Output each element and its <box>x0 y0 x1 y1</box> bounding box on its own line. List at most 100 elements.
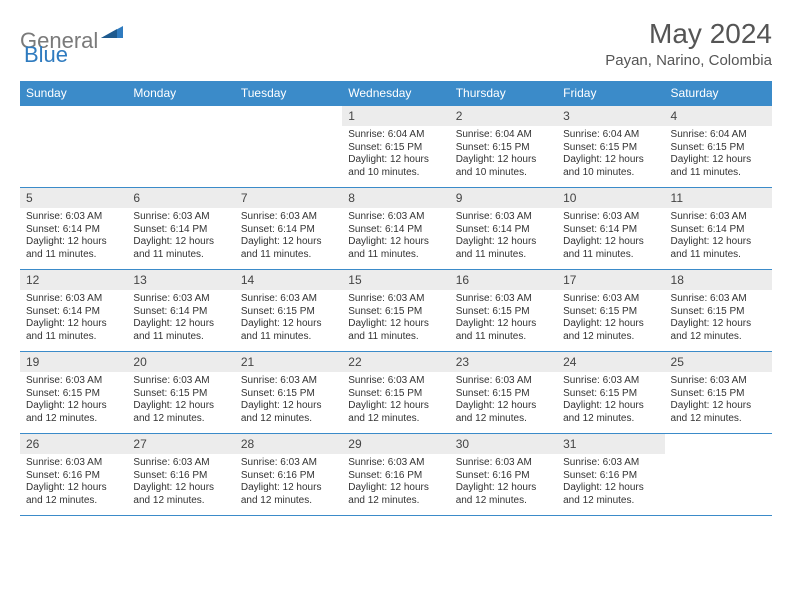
sunset-line: Sunset: 6:15 PM <box>563 306 637 317</box>
sunrise-line: Sunrise: 6:04 AM <box>456 129 532 140</box>
day-number: 10 <box>557 188 664 208</box>
daylight-line: Daylight: 12 hours and 11 minutes. <box>133 236 214 260</box>
sunset-line: Sunset: 6:15 PM <box>348 306 422 317</box>
sunset-line: Sunset: 6:15 PM <box>671 306 745 317</box>
sunset-line: Sunset: 6:16 PM <box>26 470 100 481</box>
calendar-cell: 24Sunrise: 6:03 AMSunset: 6:15 PMDayligh… <box>557 352 664 434</box>
day-content: Sunrise: 6:03 AMSunset: 6:15 PMDaylight:… <box>20 372 127 429</box>
weekday-header: Thursday <box>450 81 557 106</box>
day-number: 13 <box>127 270 234 290</box>
header: General May 2024 Payan, Narino, Colombia <box>20 18 772 69</box>
calendar-cell: 20Sunrise: 6:03 AMSunset: 6:15 PMDayligh… <box>127 352 234 434</box>
day-content: Sunrise: 6:03 AMSunset: 6:15 PMDaylight:… <box>557 372 664 429</box>
day-content: Sunrise: 6:03 AMSunset: 6:15 PMDaylight:… <box>342 290 449 347</box>
day-content: Sunrise: 6:03 AMSunset: 6:14 PMDaylight:… <box>557 208 664 265</box>
day-content: Sunrise: 6:04 AMSunset: 6:15 PMDaylight:… <box>342 126 449 183</box>
sunset-line: Sunset: 6:16 PM <box>456 470 530 481</box>
day-content: Sunrise: 6:03 AMSunset: 6:14 PMDaylight:… <box>20 208 127 265</box>
calendar-cell: 23Sunrise: 6:03 AMSunset: 6:15 PMDayligh… <box>450 352 557 434</box>
calendar-table: SundayMondayTuesdayWednesdayThursdayFrid… <box>20 81 772 516</box>
calendar-cell: 26Sunrise: 6:03 AMSunset: 6:16 PMDayligh… <box>20 434 127 516</box>
day-number: 21 <box>235 352 342 372</box>
day-number: 26 <box>20 434 127 454</box>
daylight-line: Daylight: 12 hours and 12 minutes. <box>241 400 322 424</box>
sunset-line: Sunset: 6:14 PM <box>456 224 530 235</box>
calendar-cell: 7Sunrise: 6:03 AMSunset: 6:14 PMDaylight… <box>235 188 342 270</box>
sunset-line: Sunset: 6:14 PM <box>133 224 207 235</box>
calendar-row: 1Sunrise: 6:04 AMSunset: 6:15 PMDaylight… <box>20 106 772 188</box>
calendar-row: 5Sunrise: 6:03 AMSunset: 6:14 PMDaylight… <box>20 188 772 270</box>
day-content: Sunrise: 6:03 AMSunset: 6:14 PMDaylight:… <box>20 290 127 347</box>
daylight-line: Daylight: 12 hours and 11 minutes. <box>133 318 214 342</box>
day-content: Sunrise: 6:03 AMSunset: 6:14 PMDaylight:… <box>450 208 557 265</box>
brand-part2: Blue <box>24 42 68 67</box>
sunset-line: Sunset: 6:15 PM <box>241 306 315 317</box>
sunset-line: Sunset: 6:16 PM <box>348 470 422 481</box>
sunrise-line: Sunrise: 6:03 AM <box>456 211 532 222</box>
sunset-line: Sunset: 6:14 PM <box>26 306 100 317</box>
sunrise-line: Sunrise: 6:03 AM <box>456 293 532 304</box>
daylight-line: Daylight: 12 hours and 10 minutes. <box>456 154 537 178</box>
calendar-cell: 11Sunrise: 6:03 AMSunset: 6:14 PMDayligh… <box>665 188 772 270</box>
calendar-cell-empty <box>20 106 127 188</box>
daylight-line: Daylight: 12 hours and 11 minutes. <box>348 318 429 342</box>
day-content: Sunrise: 6:03 AMSunset: 6:15 PMDaylight:… <box>450 290 557 347</box>
sunset-line: Sunset: 6:16 PM <box>563 470 637 481</box>
day-number: 1 <box>342 106 449 126</box>
weekday-header: Monday <box>127 81 234 106</box>
weekday-header: Sunday <box>20 81 127 106</box>
day-number: 30 <box>450 434 557 454</box>
flag-icon <box>101 24 123 43</box>
calendar-row: 19Sunrise: 6:03 AMSunset: 6:15 PMDayligh… <box>20 352 772 434</box>
sunrise-line: Sunrise: 6:03 AM <box>671 375 747 386</box>
day-content: Sunrise: 6:03 AMSunset: 6:14 PMDaylight:… <box>665 208 772 265</box>
day-content: Sunrise: 6:03 AMSunset: 6:15 PMDaylight:… <box>665 290 772 347</box>
day-content: Sunrise: 6:03 AMSunset: 6:15 PMDaylight:… <box>235 372 342 429</box>
calendar-cell-empty <box>665 434 772 516</box>
day-number: 29 <box>342 434 449 454</box>
daylight-line: Daylight: 12 hours and 10 minutes. <box>348 154 429 178</box>
calendar-body: 1Sunrise: 6:04 AMSunset: 6:15 PMDaylight… <box>20 106 772 516</box>
day-content: Sunrise: 6:03 AM Sunset: 6:15 PMDaylight:… <box>665 372 772 429</box>
calendar-cell: 8Sunrise: 6:03 AMSunset: 6:14 PMDaylight… <box>342 188 449 270</box>
day-number: 31 <box>557 434 664 454</box>
calendar-cell: 15Sunrise: 6:03 AMSunset: 6:15 PMDayligh… <box>342 270 449 352</box>
daylight-line: Daylight: 12 hours and 12 minutes. <box>348 400 429 424</box>
daylight-line: Daylight: 12 hours and 12 minutes. <box>133 400 214 424</box>
day-content: Sunrise: 6:04 AMSunset: 6:15 PMDaylight:… <box>665 126 772 183</box>
sunrise-line: Sunrise: 6:03 AM <box>671 293 747 304</box>
brand-part2-wrap: Blue <box>24 42 68 68</box>
sunset-line: Sunset: 6:14 PM <box>241 224 315 235</box>
calendar-cell: 22Sunrise: 6:03 AMSunset: 6:15 PMDayligh… <box>342 352 449 434</box>
sunrise-line: Sunrise: 6:04 AM <box>348 129 424 140</box>
sunrise-line: Sunrise: 6:03 AM <box>133 293 209 304</box>
weekday-header: Saturday <box>665 81 772 106</box>
daylight-line: Daylight: 12 hours and 11 minutes. <box>241 236 322 260</box>
sunset-line: Sunset: 6:15 PM <box>671 388 745 399</box>
daylight-line: Daylight: 12 hours and 12 minutes. <box>348 482 429 506</box>
weekday-header: Tuesday <box>235 81 342 106</box>
sunrise-line: Sunrise: 6:03 AM <box>241 457 317 468</box>
sunset-line: Sunset: 6:15 PM <box>563 142 637 153</box>
day-number: 9 <box>450 188 557 208</box>
title-block: May 2024 Payan, Narino, Colombia <box>605 18 772 69</box>
day-number: 2 <box>450 106 557 126</box>
sunset-line: Sunset: 6:15 PM <box>348 388 422 399</box>
sunrise-line: Sunrise: 6:03 AM <box>241 211 317 222</box>
calendar-cell: 9Sunrise: 6:03 AMSunset: 6:14 PMDaylight… <box>450 188 557 270</box>
day-content: Sunrise: 6:03 AMSunset: 6:16 PMDaylight:… <box>127 454 234 511</box>
daylight-line: Daylight: 12 hours and 10 minutes. <box>563 154 644 178</box>
daylight-line: Daylight: 12 hours and 12 minutes. <box>671 400 752 424</box>
day-content: Sunrise: 6:03 AMSunset: 6:14 PMDaylight:… <box>342 208 449 265</box>
sunset-line: Sunset: 6:15 PM <box>456 306 530 317</box>
day-content: Sunrise: 6:03 AMSunset: 6:14 PMDaylight:… <box>127 290 234 347</box>
day-number: 22 <box>342 352 449 372</box>
daylight-line: Daylight: 12 hours and 11 minutes. <box>241 318 322 342</box>
page-title: May 2024 <box>605 18 772 50</box>
calendar-cell: 1Sunrise: 6:04 AMSunset: 6:15 PMDaylight… <box>342 106 449 188</box>
day-number: 5 <box>20 188 127 208</box>
day-number: 11 <box>665 188 772 208</box>
calendar-cell: 25Sunrise: 6:03 AMSunset: 6:15 PMDayligh… <box>665 352 772 434</box>
sunrise-line: Sunrise: 6:03 AM <box>133 375 209 386</box>
daylight-line: Daylight: 12 hours and 12 minutes. <box>563 400 644 424</box>
